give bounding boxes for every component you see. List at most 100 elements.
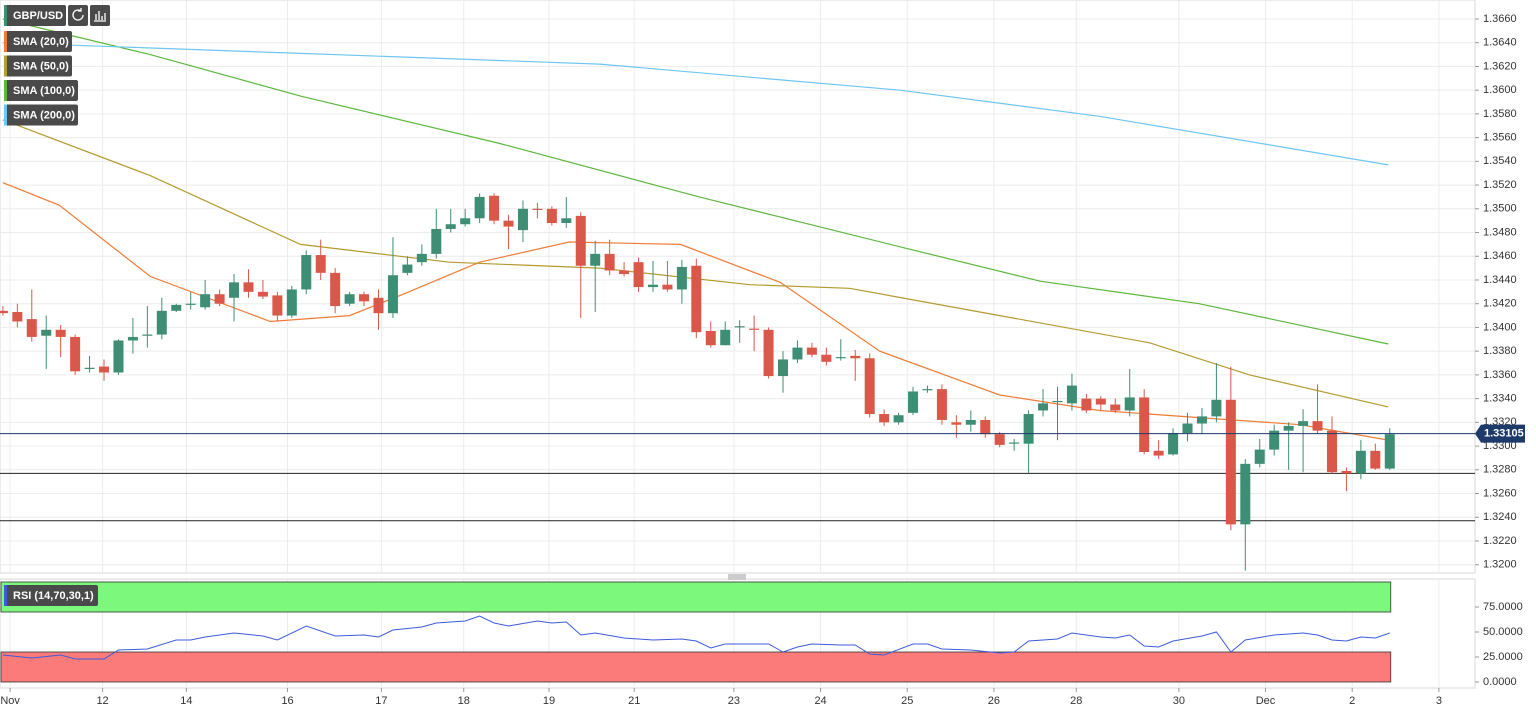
legend-label: SMA (100,0) — [13, 85, 75, 97]
candle-body — [749, 328, 760, 330]
x-tick-label: 3 — [1436, 695, 1442, 707]
indicator-button[interactable] — [90, 5, 110, 26]
candle-body — [676, 266, 687, 290]
candle-body — [1066, 385, 1077, 404]
candle-body — [705, 330, 716, 346]
last-price-tag — [1475, 424, 1525, 443]
refresh-button[interactable] — [68, 5, 88, 26]
legend-box[interactable] — [4, 31, 72, 52]
y-tick-label: 1.3660 — [1483, 13, 1517, 25]
candle-body — [792, 347, 803, 360]
x-tick-label: Dec — [1256, 695, 1276, 707]
candle-body — [387, 275, 398, 314]
candle-body — [517, 208, 528, 231]
x-tick-label: 24 — [814, 695, 826, 707]
legend-label: SMA (50,0) — [13, 60, 69, 72]
refresh-icon — [72, 8, 84, 21]
candle-body — [1023, 414, 1034, 444]
x-tick-label: 23 — [728, 695, 740, 707]
candle-body — [1052, 400, 1063, 403]
candle-body — [806, 347, 817, 355]
x-tick-label: 18 — [458, 695, 470, 707]
candle-body — [301, 255, 312, 290]
legend-label: SMA (200,0) — [13, 109, 75, 121]
candle-body — [315, 255, 326, 273]
legend-box[interactable] — [4, 585, 98, 606]
sma-line — [2, 18, 1389, 345]
legend-box[interactable] — [4, 55, 72, 77]
marks-layer: 1.33105 — [0, 18, 1525, 683]
x-tick-label: 30 — [1173, 695, 1185, 707]
candle-body — [994, 434, 1005, 445]
candle-body — [1153, 450, 1164, 456]
candle-body — [200, 294, 211, 308]
x-tick-label: Nov — [0, 695, 20, 707]
candle-body — [1168, 433, 1179, 455]
candle-body — [922, 389, 933, 391]
y-tick-label: 1.3300 — [1483, 440, 1517, 452]
y-tick-label: 1.3460 — [1483, 250, 1517, 262]
y-tick-label: 1.3640 — [1483, 37, 1517, 49]
last-price-label: 1.33105 — [1484, 428, 1524, 440]
candle-body — [257, 291, 268, 297]
candle-body — [1283, 425, 1294, 431]
legend-swatch — [4, 31, 7, 52]
symbol-box[interactable] — [4, 5, 66, 26]
candle-body — [344, 294, 355, 304]
candle-body — [835, 357, 846, 359]
y-tick-label: 1.3600 — [1483, 84, 1517, 96]
y-tick-label: 75.0000 — [1483, 601, 1523, 613]
y-tick-label: 1.3360 — [1483, 369, 1517, 381]
candle-body — [575, 215, 586, 266]
x-tick-label: 19 — [543, 695, 555, 707]
candle-body — [1384, 434, 1395, 469]
x-tick-label: 16 — [281, 695, 293, 707]
candle-body — [590, 253, 601, 266]
sma-line — [2, 119, 1389, 408]
candle-body — [532, 208, 543, 210]
candle-body — [127, 336, 138, 341]
candle-body — [619, 270, 630, 275]
candle-body — [604, 253, 615, 271]
candle-body — [84, 367, 95, 369]
candle-body — [1341, 470, 1352, 474]
candle-body — [821, 354, 832, 362]
candle-body — [171, 304, 182, 311]
y-tick-label: 1.3400 — [1483, 321, 1517, 333]
sma-line — [2, 182, 1389, 441]
candle-body — [156, 310, 167, 335]
y-tick-label: 1.3500 — [1483, 203, 1517, 215]
panel-resize-handle[interactable] — [728, 574, 746, 580]
y-tick-label: 1.3480 — [1483, 226, 1517, 238]
y-tick-label: 1.3580 — [1483, 108, 1517, 120]
legend-box[interactable] — [4, 80, 78, 101]
x-tick-label: 28 — [1070, 695, 1082, 707]
y-tick-label: 1.3540 — [1483, 155, 1517, 167]
candle-body — [229, 282, 240, 298]
candle-body — [55, 329, 66, 337]
y-tick-label: 1.3440 — [1483, 274, 1517, 286]
candle-body — [1269, 430, 1280, 450]
candle-body — [286, 289, 297, 316]
candle-body — [691, 265, 702, 333]
candle-body — [431, 228, 442, 254]
candle-body — [1095, 398, 1106, 405]
legend-box[interactable] — [4, 104, 78, 126]
candle-body — [965, 419, 976, 425]
candle-body — [12, 312, 23, 322]
candle-body — [41, 329, 52, 336]
candle-body — [185, 303, 196, 305]
candle-body — [1110, 404, 1121, 411]
candle-body — [1038, 403, 1049, 411]
x-tick-label: 12 — [96, 695, 108, 707]
candle-body — [1081, 398, 1092, 411]
candle-body — [1240, 463, 1251, 525]
candle-body — [1211, 399, 1222, 417]
candle-body — [402, 264, 413, 273]
rsi-zone — [0, 651, 1392, 683]
legend-layer: GBP/USD SMA (20,0) SMA (50,0) SMA (100,0) S… — [4, 5, 110, 606]
y-tick-label: 1.3380 — [1483, 345, 1517, 357]
candle-body — [980, 419, 991, 435]
candle-body — [633, 262, 644, 288]
